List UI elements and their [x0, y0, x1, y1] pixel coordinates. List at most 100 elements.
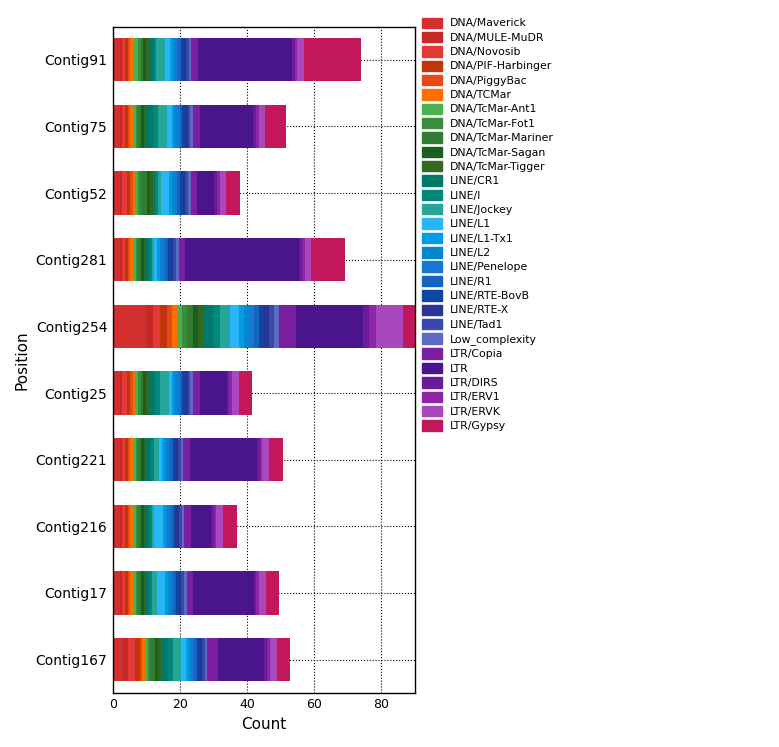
Bar	[376, 305, 403, 348]
Bar	[163, 505, 165, 548]
Bar	[130, 371, 132, 415]
Bar	[180, 105, 182, 148]
Bar	[125, 238, 128, 282]
Bar	[138, 38, 141, 81]
Bar	[133, 571, 136, 615]
Bar	[207, 638, 217, 681]
Bar	[125, 438, 128, 481]
Bar	[136, 438, 139, 481]
Bar	[171, 105, 174, 148]
Bar	[304, 38, 361, 81]
Bar	[147, 172, 150, 214]
Bar	[130, 105, 133, 148]
Bar	[205, 638, 207, 681]
Bar	[189, 38, 192, 81]
Bar	[113, 172, 119, 214]
Bar	[193, 371, 199, 415]
Bar	[143, 505, 146, 548]
Bar	[257, 438, 259, 481]
Bar	[133, 38, 138, 81]
Bar	[274, 305, 279, 348]
Bar	[146, 371, 149, 415]
Bar	[185, 238, 299, 282]
Bar	[113, 571, 119, 615]
Bar	[182, 105, 185, 148]
Bar	[143, 105, 146, 148]
Bar	[170, 38, 173, 81]
Bar	[123, 638, 128, 681]
Bar	[185, 105, 188, 148]
Bar	[154, 238, 157, 282]
Bar	[119, 505, 122, 548]
Bar	[130, 172, 132, 214]
Bar	[141, 172, 147, 214]
Bar	[138, 172, 141, 214]
Bar	[135, 638, 139, 681]
Bar	[151, 438, 154, 481]
Bar	[180, 172, 182, 214]
Bar	[143, 438, 146, 481]
Bar	[149, 571, 152, 615]
Bar	[178, 438, 181, 481]
Bar	[187, 571, 193, 615]
Bar	[127, 371, 130, 415]
Bar	[119, 571, 122, 615]
Bar	[143, 371, 146, 415]
Bar	[157, 38, 165, 81]
Bar	[211, 505, 213, 548]
Bar	[146, 438, 151, 481]
Bar	[292, 38, 294, 81]
Bar	[270, 638, 277, 681]
Bar	[149, 505, 152, 548]
Bar	[164, 438, 167, 481]
Bar	[190, 371, 193, 415]
Bar	[185, 371, 188, 415]
Bar	[125, 38, 128, 81]
Bar	[182, 305, 187, 348]
Bar	[146, 571, 149, 615]
Bar	[165, 238, 167, 282]
Bar	[119, 371, 122, 415]
Bar	[213, 305, 220, 348]
Bar	[182, 371, 185, 415]
Bar	[259, 571, 266, 615]
Bar	[167, 105, 171, 148]
Bar	[128, 238, 130, 282]
Bar	[190, 105, 193, 148]
Bar	[143, 238, 146, 282]
Bar	[312, 238, 345, 282]
Bar	[149, 238, 152, 282]
Bar	[143, 571, 146, 615]
Bar	[296, 305, 363, 348]
Bar	[146, 38, 149, 81]
Bar	[128, 438, 130, 481]
Bar	[171, 571, 173, 615]
Bar	[128, 571, 130, 615]
Bar	[302, 238, 305, 282]
Bar	[305, 238, 312, 282]
Bar	[113, 438, 119, 481]
Bar	[133, 438, 136, 481]
Bar	[176, 571, 178, 615]
Bar	[178, 571, 182, 615]
Bar	[264, 638, 267, 681]
Bar	[217, 638, 264, 681]
Bar	[125, 105, 128, 148]
Bar	[150, 638, 156, 681]
Bar	[149, 38, 153, 81]
X-axis label: Count: Count	[241, 717, 287, 732]
Bar	[143, 38, 146, 81]
Bar	[130, 38, 133, 81]
Bar	[185, 505, 191, 548]
Bar	[141, 438, 143, 481]
Bar	[198, 38, 292, 81]
Bar	[269, 305, 274, 348]
Bar	[122, 571, 125, 615]
Bar	[122, 238, 125, 282]
Y-axis label: Position: Position	[15, 330, 30, 389]
Bar	[182, 505, 185, 548]
Bar	[146, 505, 149, 548]
Bar	[259, 105, 266, 148]
Bar	[193, 305, 199, 348]
Bar	[369, 305, 376, 348]
